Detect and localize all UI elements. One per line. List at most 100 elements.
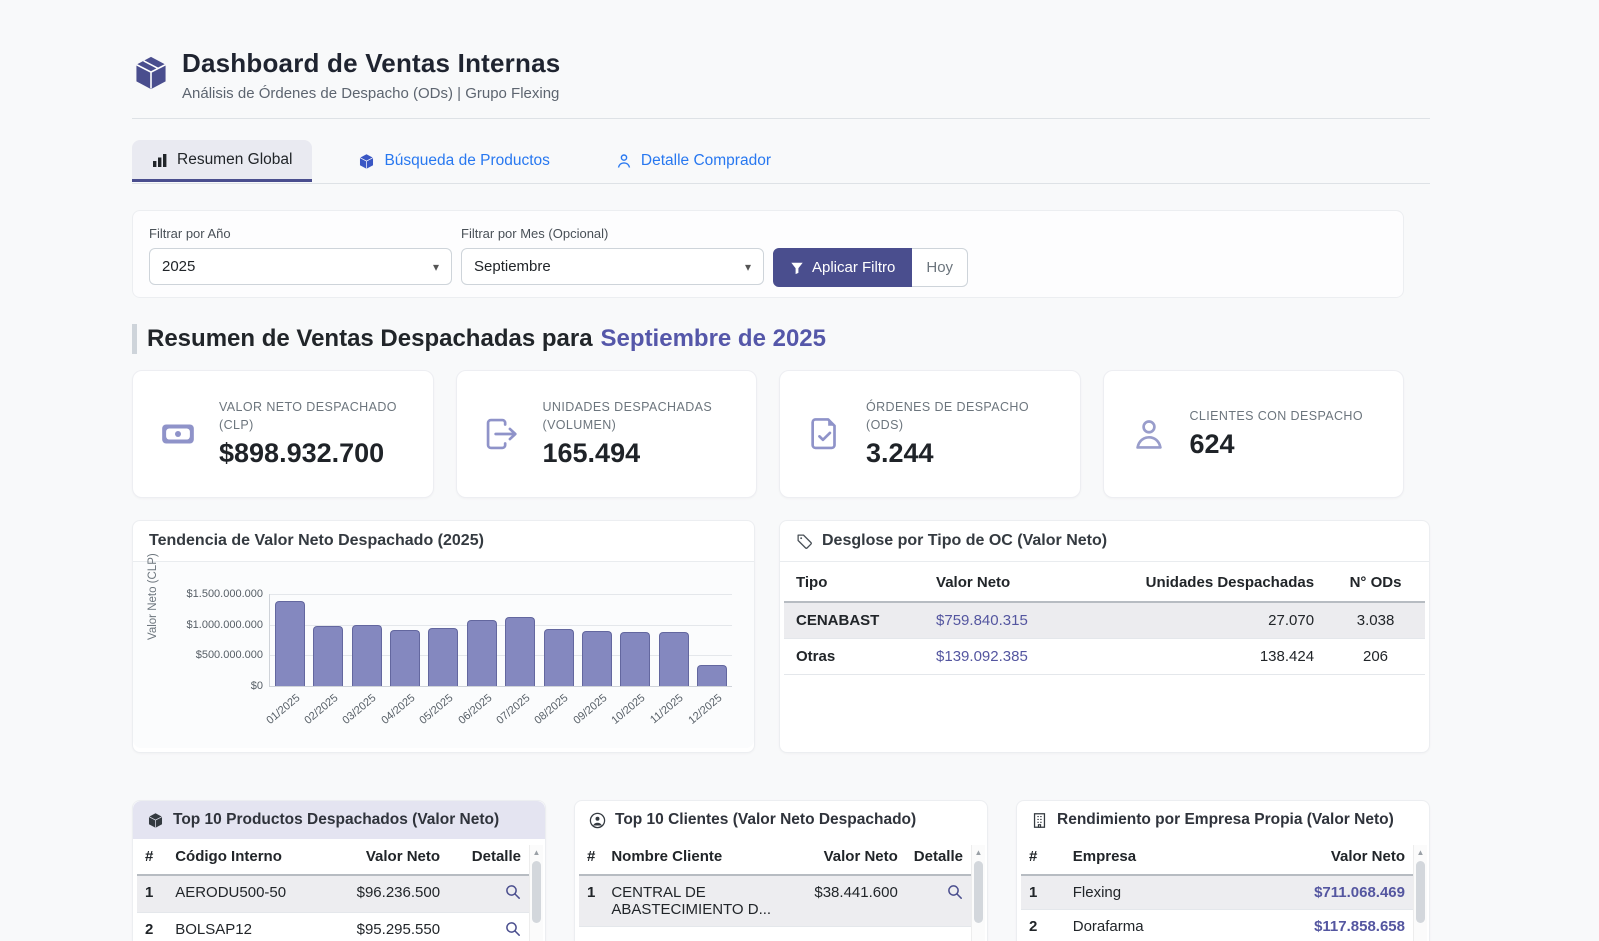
scrollbar-thumb[interactable] [532,861,541,923]
company-performance-table: # Empresa Valor Neto 1 Flexing $711.068.469 2… [1021,839,1413,941]
trend-chart-card: Tendencia de Valor Neto Despachado (2025… [132,520,755,753]
gridline [270,594,732,595]
codigo-interno-cell: AERODU500-50 [167,875,325,913]
tag-icon [797,533,812,549]
month-select[interactable]: Septiembre ▾ [461,248,764,285]
x-tick-label: 05/2025 [417,692,456,727]
bar-chart: Valor Neto (CLP) $0 $500.000.000 $1.000.00… [133,553,754,748]
kpi-value: $898.932.700 [219,438,385,468]
bar-column: 10/2025 [609,632,651,727]
top-products-panel: Top 10 Productos Despachados (Valor Neto… [132,800,546,941]
cube-icon [360,153,374,169]
rank-cell: 2 [1021,909,1065,941]
tab-detalle-comprador[interactable]: Detalle Comprador [596,140,791,182]
valor-neto-cell: $759.840.315 [924,602,1076,639]
today-button[interactable]: Hoy [912,248,969,287]
kpi-ordenes: ÓRDENES DE DESPACHO (ODS) 3.244 [779,370,1081,498]
panel-scrollbar[interactable]: ▲ [1413,845,1427,941]
chart-bar [351,625,382,686]
chart-bar [620,632,651,686]
kpi-label: UNIDADES DESPACHADAS (VOLUMEN) [542,400,713,432]
breakdown-title: Desglose por Tipo de OC (Valor Neto) [822,532,1108,549]
panel-title: Top 10 Clientes (Valor Neto Despachado) [615,811,917,828]
chart-bar [275,601,305,686]
kpi-value: 165.494 [542,438,641,468]
person-icon [1135,420,1162,449]
x-tick-label: 08/2025 [532,692,571,727]
bar-column: 01/2025 [264,601,305,727]
rank-cell: 1 [137,875,168,913]
month-select-value: Septiembre [474,258,551,275]
apply-filter-label: Aplicar Filtro [812,259,896,276]
year-select-value: 2025 [162,258,196,275]
month-filter-label: Filtrar por Mes (Opcional) [461,226,609,241]
kpi-row: VALOR NETO DESPACHADO (CLP) $898.932.700… [132,370,1404,498]
empresa-cell: Dorafarma [1064,909,1221,941]
kpi-unidades: UNIDADES DESPACHADAS (VOLUMEN) 165.494 [455,370,757,498]
page-subtitle: Análisis de Órdenes de Despacho (ODs) | … [182,85,560,102]
tab-resumen-global[interactable]: Resumen Global [132,140,313,182]
table-row: 1 Flexing $711.068.469 [1021,875,1413,910]
unidades-cell: 27.070 [1075,602,1327,639]
scrollbar-thumb[interactable] [974,861,983,923]
detail-cell [448,912,529,941]
nombre-cliente-cell: CENTRAL DE ABASTECIMIENTO D... [603,875,807,927]
scroll-up-arrow[interactable]: ▲ [1416,848,1425,857]
chart-bar [428,628,459,686]
filter-button-group: Aplicar Filtro Hoy [773,248,969,287]
x-tick-label: 04/2025 [379,692,418,727]
column-header: Valor Neto [1220,839,1413,876]
column-header: Valor Neto [924,564,1076,603]
panel-scrollbar[interactable]: ▲ [529,845,543,941]
file-check-icon [811,418,836,450]
column-header: Detalle [448,839,529,876]
header-divider [132,118,1430,119]
panel-scrollbar[interactable]: ▲ [971,845,985,941]
panel-title: Top 10 Productos Despachados (Valor Neto… [173,811,500,828]
person-outline-icon [617,154,631,168]
detail-magnifier-icon[interactable] [505,884,521,900]
y-tick-label: $500.000.000 [195,649,263,662]
page-title: Dashboard de Ventas Internas [182,48,561,78]
column-header: Empresa [1064,839,1221,876]
building-icon [1033,812,1046,828]
column-header: Valor Neto [806,839,906,876]
bar-column: 11/2025 [648,632,689,726]
kpi-label: CLIENTES CON DESPACHO [1189,408,1363,423]
table-row: Otras $139.092.385 138.424 206 [784,638,1425,675]
today-label: Hoy [926,259,954,276]
tab-busqueda-productos[interactable]: Búsqueda de Productos [338,140,569,182]
kpi-value: 624 [1189,429,1235,460]
scroll-up-arrow[interactable]: ▲ [532,848,541,857]
bar-column: 02/2025 [302,626,344,727]
x-tick-label: 09/2025 [570,692,610,727]
column-header: Valor Neto [324,839,449,876]
chart-plot-area: $0 $500.000.000 $1.000.000.000 $1.500.000.0… [187,588,732,727]
column-header: Nombre Cliente [603,839,807,876]
x-tick-label: 01/2025 [264,692,303,727]
bar-column: 05/2025 [417,628,459,727]
detail-magnifier-icon[interactable] [505,921,521,937]
bar-column: 12/2025 [686,665,727,727]
table-row: 1 CENTRAL DE ABASTECIMIENTO D... $38.441.6… [579,875,971,927]
apply-filter-button[interactable]: Aplicar Filtro [773,248,913,287]
y-tick-label: $1.000.000.000 [186,618,263,631]
ods-cell: 206 [1326,638,1425,675]
scrollbar-thumb[interactable] [1416,861,1425,923]
detail-cell [905,875,971,927]
x-tick-label: 07/2025 [494,692,533,727]
bar-column: 03/2025 [341,625,382,727]
table-row: 1 AERODU500-50 $96.236.500 [137,875,529,913]
detail-magnifier-icon[interactable] [947,884,963,900]
gridline [270,655,732,657]
scroll-up-arrow[interactable]: ▲ [974,848,983,857]
column-header: Detalle [905,839,971,876]
bar-column: 09/2025 [571,631,612,727]
y-axis-label: Valor Neto (CLP) [147,553,159,640]
table-row: 2 Dorafarma $117.858.658 [1021,909,1413,941]
panel-title: Rendimiento por Empresa Propia (Valor Ne… [1057,811,1394,828]
tab-label: Búsqueda de Productos [384,152,550,169]
top-products-table: # Código Interno Valor Neto Detalle 1 AERODU… [137,839,529,941]
year-select[interactable]: 2025 ▾ [149,248,452,285]
